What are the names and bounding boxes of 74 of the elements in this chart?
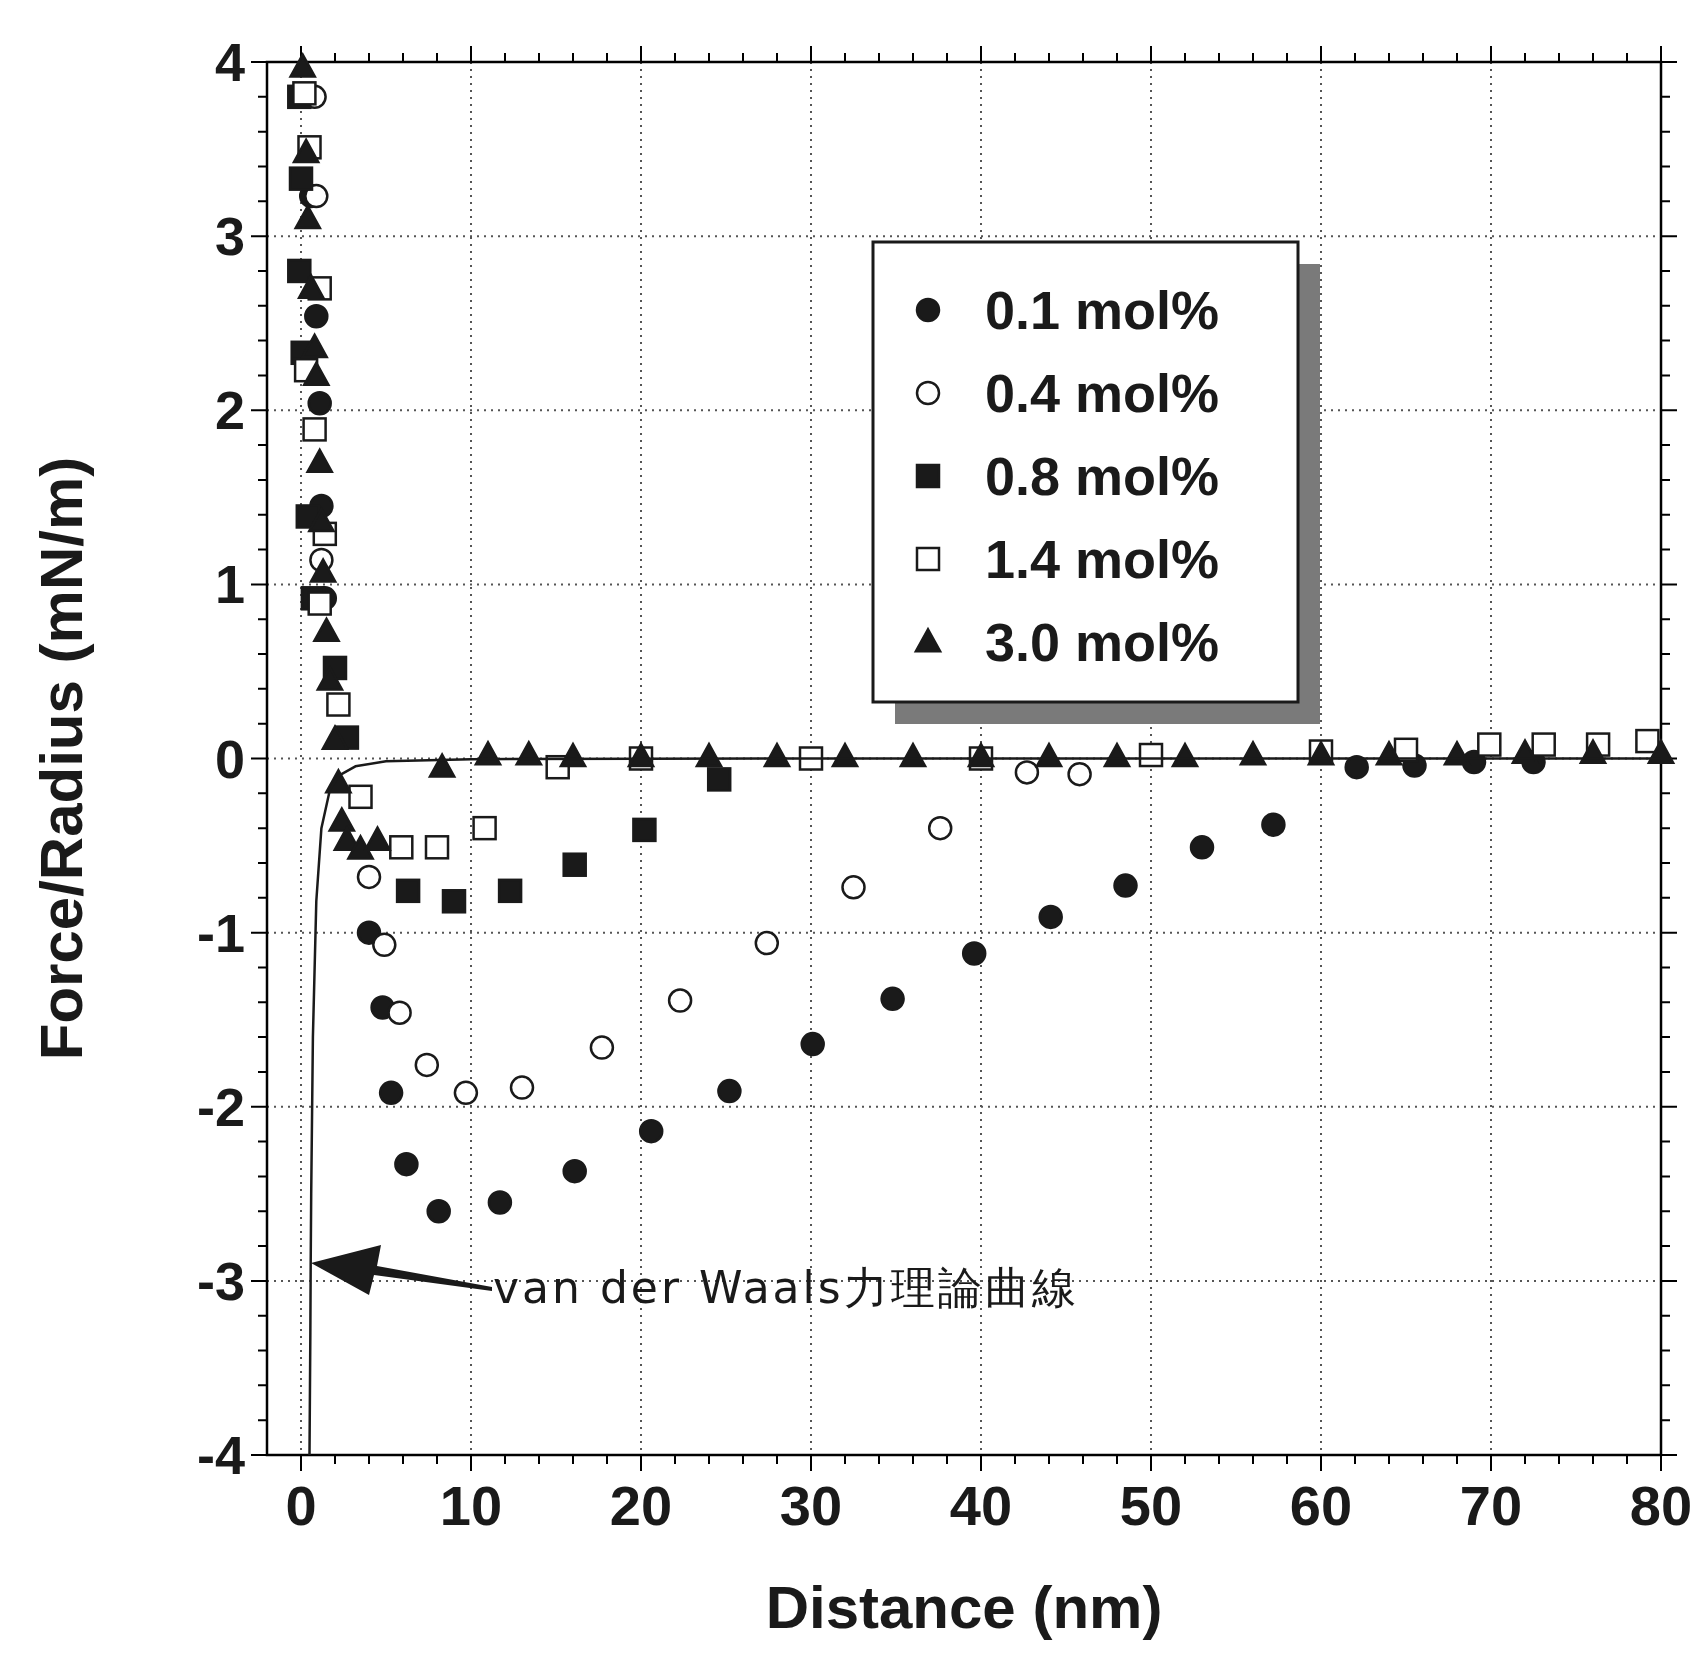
point: [800, 1031, 825, 1057]
y-tick-label: -4: [196, 1425, 245, 1485]
y-tick-label: -3: [196, 1250, 245, 1311]
point: [428, 753, 456, 778]
legend-label: 0.1 mol%: [985, 280, 1220, 340]
point: [1344, 754, 1369, 780]
point: [321, 725, 349, 750]
point: [348, 784, 373, 810]
x-tick-label: 40: [949, 1474, 1013, 1537]
point: [395, 878, 421, 904]
point: [356, 920, 382, 945]
annotation: van der Waals力理論曲線: [493, 1262, 1079, 1313]
point: [309, 558, 337, 583]
point: [394, 1151, 419, 1177]
point: [1113, 873, 1138, 898]
point: [426, 1198, 451, 1224]
point: [307, 391, 332, 416]
point: [304, 183, 329, 209]
point: [1647, 739, 1675, 764]
point: [304, 303, 329, 329]
point: [292, 138, 320, 164]
point: [289, 53, 317, 78]
x-tick-label: 10: [439, 1474, 503, 1537]
x-tick-label: 0: [285, 1474, 317, 1537]
point: [474, 741, 502, 766]
point: [1261, 812, 1286, 837]
point: [287, 258, 312, 284]
point: [880, 986, 905, 1012]
legend-label: 1.4 mol%: [985, 529, 1220, 589]
y-tick-label: 0: [214, 728, 245, 789]
point: [328, 807, 356, 832]
x-tick-label: 30: [779, 1474, 843, 1537]
point: [424, 835, 450, 860]
x-tick-label: 20: [609, 1474, 673, 1537]
x-axis-title: Distance (nm): [765, 1574, 1163, 1641]
point: [364, 826, 391, 851]
point: [497, 878, 523, 904]
point: [441, 889, 467, 914]
legend-label: 0.8 mol%: [985, 446, 1220, 506]
x-tick-label: 60: [1289, 1474, 1353, 1537]
point: [487, 1190, 513, 1215]
point: [378, 1080, 404, 1106]
y-tick-label: 1: [214, 554, 245, 615]
y-axis-title: Force/Radius (mN/m): [28, 456, 95, 1061]
point: [472, 815, 497, 841]
legend-label: 0.4 mol%: [985, 363, 1220, 423]
point: [1189, 835, 1215, 860]
point: [288, 166, 314, 191]
y-tick-label: 3: [214, 206, 245, 267]
point: [961, 941, 987, 966]
x-tick-label: 80: [1629, 1474, 1693, 1537]
legend-label: 3.0 mol%: [985, 612, 1220, 672]
point: [717, 1078, 742, 1104]
point: [297, 274, 325, 299]
point: [294, 204, 322, 230]
point: [302, 361, 330, 387]
point: [638, 1118, 664, 1144]
point: [1038, 904, 1063, 930]
y-tick-label: 4: [214, 32, 245, 92]
point: [515, 741, 543, 766]
point: [313, 617, 340, 642]
y-tick-label: 2: [214, 380, 245, 441]
y-tick-label: -2: [196, 1076, 245, 1137]
point: [562, 1158, 587, 1184]
point: [632, 817, 657, 843]
point: [292, 81, 317, 106]
x-tick-label: 70: [1459, 1474, 1523, 1537]
x-tick-label: 50: [1119, 1474, 1183, 1537]
point: [706, 767, 732, 792]
point: [307, 591, 332, 616]
point: [562, 852, 587, 877]
y-tick-label: -1: [196, 902, 245, 963]
point: [306, 448, 334, 474]
point: [347, 835, 374, 860]
